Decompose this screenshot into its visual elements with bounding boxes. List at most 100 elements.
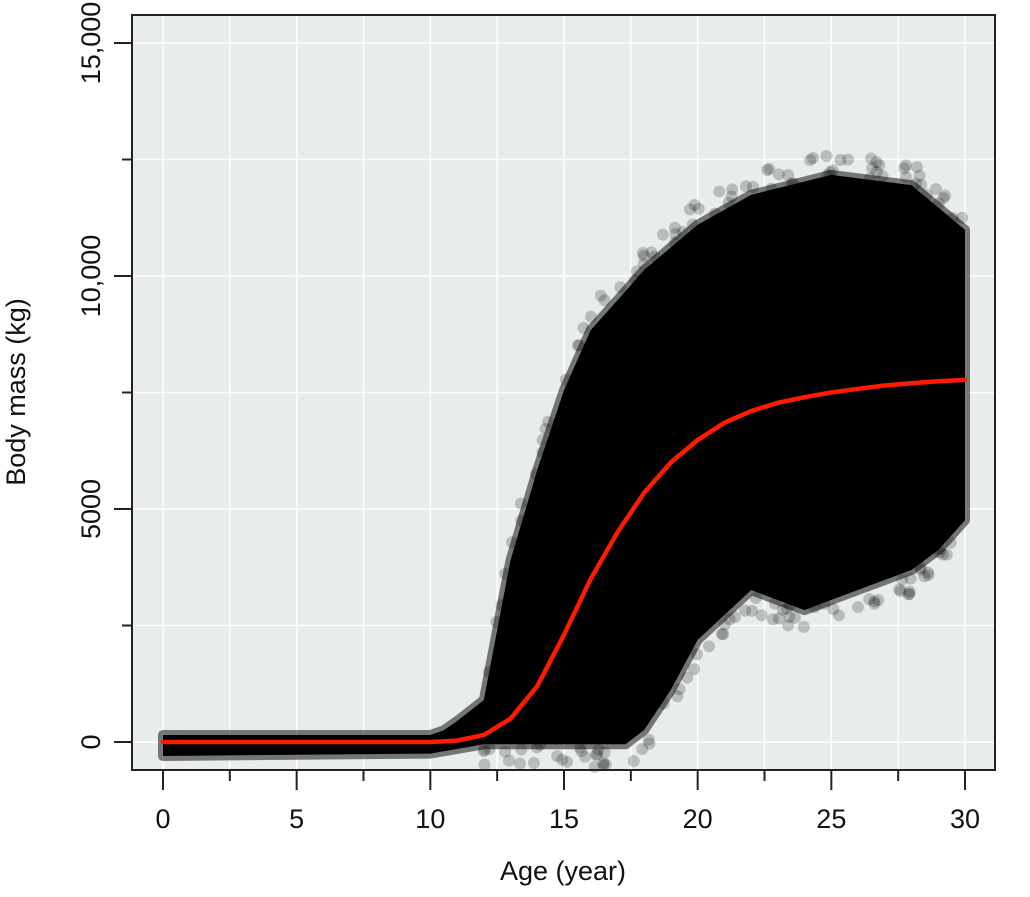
data-point	[851, 601, 864, 614]
data-point	[527, 756, 540, 769]
data-point	[761, 163, 774, 176]
data-point	[947, 211, 960, 224]
data-point	[591, 748, 604, 761]
data-point	[894, 585, 907, 598]
data-point	[676, 225, 689, 238]
data-point	[560, 755, 573, 768]
data-point	[776, 603, 789, 616]
data-point	[642, 733, 655, 746]
data-point	[530, 741, 543, 754]
data-point	[514, 497, 527, 510]
data-point	[804, 153, 817, 166]
data-point	[637, 257, 650, 270]
data-point	[630, 265, 643, 278]
data-point	[929, 183, 942, 196]
data-point	[482, 665, 495, 678]
x-tick-label: 15	[549, 804, 579, 834]
data-point	[922, 566, 935, 579]
y-axis-label: Body mass (kg)	[1, 298, 31, 486]
data-point	[598, 294, 611, 307]
data-point	[788, 611, 801, 624]
data-point	[506, 536, 519, 549]
data-point	[933, 546, 946, 559]
data-point	[808, 601, 821, 614]
data-point	[864, 172, 877, 185]
data-point	[797, 620, 810, 633]
data-point	[577, 321, 590, 334]
data-point	[529, 468, 542, 481]
data-point	[515, 514, 528, 527]
data-point	[939, 189, 952, 202]
data-point	[637, 250, 650, 263]
data-point	[592, 743, 605, 756]
data-point	[559, 373, 572, 386]
data-point	[673, 683, 686, 696]
data-point	[499, 745, 512, 758]
data-point	[956, 211, 969, 224]
data-point	[597, 758, 610, 771]
x-tick-label: 5	[289, 804, 304, 834]
data-point	[937, 192, 950, 205]
x-tick-label: 25	[816, 804, 846, 834]
x-axis-label: Age (year)	[500, 856, 626, 886]
data-point	[914, 563, 927, 576]
data-point	[772, 612, 785, 625]
data-point	[910, 161, 923, 174]
data-point	[668, 221, 681, 234]
data-point	[872, 594, 885, 607]
y-tick-label: 10,000	[76, 235, 106, 318]
data-point	[913, 169, 926, 182]
data-point	[688, 199, 701, 212]
data-point	[820, 149, 833, 162]
data-point	[636, 246, 649, 259]
data-point	[483, 743, 496, 756]
data-point	[893, 583, 906, 596]
data-point	[636, 742, 649, 755]
data-point	[490, 615, 503, 628]
mean-growth-curve	[160, 377, 968, 745]
data-point	[763, 162, 776, 175]
data-point	[834, 154, 847, 167]
data-point	[542, 415, 555, 428]
data-point	[783, 610, 796, 623]
data-point	[717, 628, 730, 641]
data-point	[900, 159, 913, 172]
data-point	[870, 165, 883, 178]
data-point	[590, 748, 603, 761]
data-point	[898, 162, 911, 175]
data-point	[688, 663, 701, 676]
data-point	[944, 536, 957, 549]
y-axis: 0 5000 10,000 15,000	[76, 2, 132, 750]
data-point	[718, 618, 731, 631]
data-point	[827, 603, 840, 616]
data-point	[746, 180, 759, 193]
data-point	[515, 743, 528, 756]
data-point	[478, 758, 491, 771]
data-point	[873, 159, 886, 172]
data-point	[865, 152, 878, 165]
data-point	[863, 593, 876, 606]
data-point	[645, 246, 658, 259]
data-point	[767, 613, 780, 626]
x-tick-label: 10	[415, 804, 445, 834]
data-point	[585, 310, 598, 323]
data-point	[896, 573, 909, 586]
data-point	[598, 746, 611, 759]
y-tick-label: 5000	[76, 479, 106, 539]
data-point	[784, 599, 797, 612]
data-point	[709, 207, 722, 220]
data-point	[514, 757, 527, 770]
data-point	[573, 741, 586, 754]
data-point	[551, 750, 564, 763]
data-point	[914, 561, 927, 574]
data-point	[739, 180, 752, 193]
data-point	[765, 182, 778, 195]
data-point	[573, 339, 586, 352]
data-point	[782, 169, 795, 182]
data-point	[702, 640, 715, 653]
data-point	[534, 738, 547, 751]
data-point	[728, 611, 741, 624]
data-point	[681, 671, 694, 684]
data-point	[671, 690, 684, 703]
